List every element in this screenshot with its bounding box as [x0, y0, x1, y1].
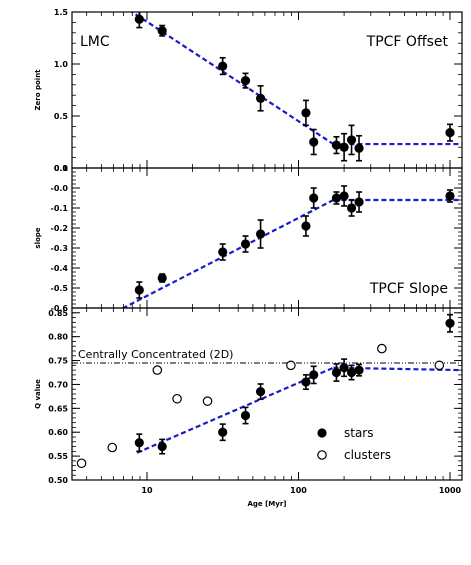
reference-line-label: Centrally Concentrated (2D) [78, 348, 233, 361]
data-point-stars [339, 363, 349, 373]
data-point-clusters [202, 396, 213, 406]
y-tick-label: 0.50 [48, 476, 68, 485]
data-point-stars [331, 367, 342, 378]
y-tick-label: 0.70 [48, 380, 68, 389]
panel-title: TPCF Offset [366, 34, 449, 50]
panel-title: TPCF Slope [369, 281, 448, 297]
data-point-slope [157, 273, 167, 283]
data-point-slope [255, 229, 266, 239]
y-axis-title: Q value [34, 379, 42, 409]
data-point-slope [346, 203, 357, 213]
data-point-slope [309, 193, 319, 203]
data-point-stars [309, 370, 319, 380]
data-point-slope [354, 197, 364, 207]
data-point-offset [218, 61, 228, 71]
data-point-clusters [377, 343, 387, 354]
data-point-clusters [172, 393, 182, 404]
data-point-slope [240, 239, 251, 249]
data-point-offset [354, 143, 364, 153]
x-tick-label: 10 [141, 486, 153, 495]
y-tick-label: 0.55 [48, 452, 68, 461]
data-point-clusters [152, 365, 163, 375]
y-tick-label: 0.1 [54, 164, 69, 173]
data-point-slope [445, 191, 455, 201]
panel-slope: 0.1 -0.0 -0.1 -0.2 -0.3 -0.4 -0.5 -0.6 slope TPCF… [34, 164, 463, 313]
data-point-offset [301, 108, 311, 118]
y-tick-label: -0.0 [51, 184, 69, 193]
panel-q: Centrally Concentrated (2D) 0.50 0.55 0.60 0… [34, 307, 463, 485]
y-tick-label: 0.60 [48, 428, 68, 437]
data-point-stars [134, 438, 144, 448]
data-point-stars [301, 377, 311, 387]
data-point-slope [331, 193, 342, 203]
y-tick-label: -0.5 [51, 284, 69, 293]
data-point-clusters [434, 360, 445, 371]
data-point-stars [445, 318, 455, 328]
data-point-offset [240, 76, 251, 86]
plot-area-offset [130, 12, 462, 162]
data-point-offset [157, 26, 167, 36]
data-point-clusters [107, 442, 118, 453]
panel-offset: 0.0 0.5 1.0 1.5 Zero point LMC TPCF Offset [34, 8, 463, 173]
data-point-offset [445, 128, 455, 138]
data-point-clusters [286, 360, 296, 371]
y-tick-label: 0.0 [54, 164, 69, 173]
data-point-offset [339, 142, 349, 152]
data-point-offset [346, 135, 357, 145]
x-tick-label: 1000 [439, 486, 462, 495]
plot-area-q [72, 313, 462, 469]
x-axis-title: Age [Myr] [248, 500, 287, 508]
x-tick-label: 100 [290, 486, 307, 495]
legend-marker-stars [317, 428, 327, 438]
data-point-offset [331, 140, 342, 150]
y-tick-label: 0.75 [48, 357, 68, 366]
panel-corner-label: LMC [80, 34, 110, 50]
data-point-slope [218, 247, 228, 257]
y-tick-label: 0.5 [54, 112, 69, 121]
plot-layer: 0.0 0.5 1.0 1.5 Zero point LMC TPCF Offset 0.1 -… [34, 8, 463, 508]
legend-label-stars: stars [344, 426, 374, 440]
data-point-offset [134, 14, 144, 24]
y-tick-label: -0.2 [51, 224, 69, 233]
data-point-stars [218, 427, 228, 437]
legend-label-clusters: clusters [344, 448, 391, 462]
fit-line [136, 366, 334, 454]
data-point-offset [255, 93, 266, 103]
data-point-slope [301, 221, 311, 231]
y-tick-label: 1.0 [54, 60, 69, 69]
data-point-offset [309, 137, 319, 147]
data-point-stars [354, 365, 364, 375]
legend-marker-clusters [317, 450, 327, 460]
data-point-stars [240, 410, 251, 421]
data-point-clusters [76, 458, 87, 469]
y-tick-label: 0.65 [48, 404, 68, 413]
plot-area-slope [120, 185, 462, 308]
y-tick-label: 0.80 [48, 333, 68, 342]
data-point-slope [339, 191, 349, 201]
y-tick-label: 1.5 [54, 8, 69, 17]
y-tick-label: -0.6 [51, 304, 69, 313]
y-tick-label: -0.4 [51, 264, 69, 273]
y-axis-title: slope [34, 227, 42, 248]
data-point-stars [346, 367, 357, 378]
data-point-slope [134, 285, 144, 295]
data-point-stars [255, 387, 266, 397]
y-tick-label: 0.85 [48, 309, 68, 318]
data-point-stars [157, 441, 167, 452]
panel-frame [71, 307, 463, 481]
y-tick-label: -0.1 [51, 204, 69, 213]
y-axis-title: Zero point [34, 69, 42, 111]
y-tick-label: -0.3 [51, 244, 69, 253]
